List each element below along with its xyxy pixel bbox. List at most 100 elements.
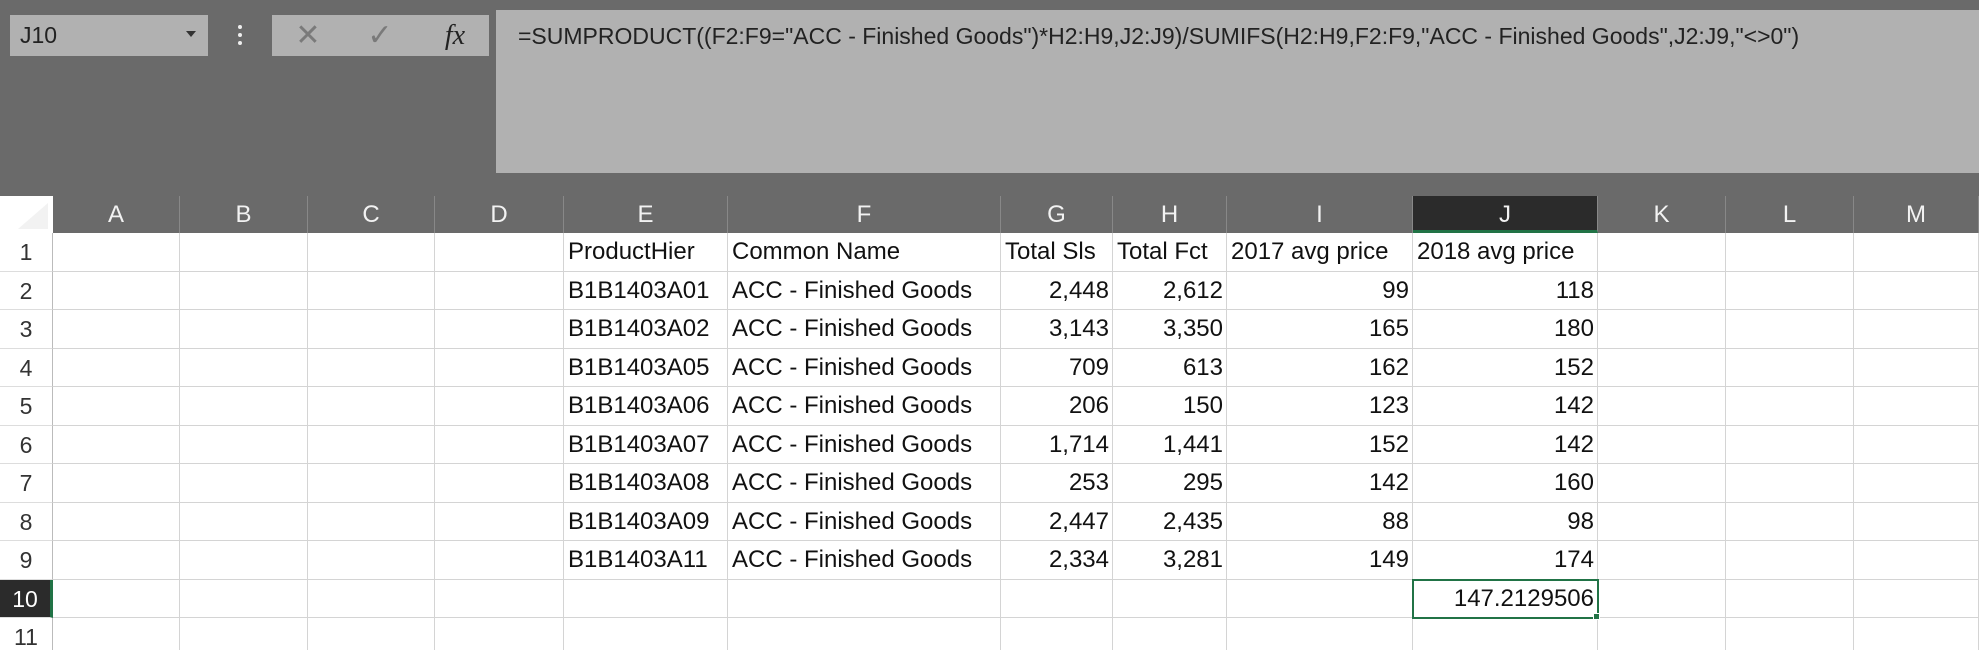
- cell[interactable]: [435, 271, 564, 310]
- cell[interactable]: [53, 541, 180, 580]
- cell-value[interactable]: 2,447: [1048, 507, 1109, 535]
- cell[interactable]: [1413, 233, 1598, 272]
- cell[interactable]: [1227, 425, 1413, 464]
- cell[interactable]: [1598, 579, 1726, 618]
- cell[interactable]: [1227, 502, 1413, 541]
- column-header[interactable]: H: [1113, 196, 1227, 233]
- cancel-button[interactable]: ✕: [295, 19, 321, 52]
- column-header[interactable]: A: [53, 196, 180, 233]
- cell[interactable]: [53, 348, 180, 387]
- cell[interactable]: [1001, 233, 1113, 272]
- cell-value[interactable]: 3,281: [1162, 546, 1223, 573]
- cell[interactable]: [435, 541, 564, 580]
- cell[interactable]: [308, 387, 435, 426]
- cell-value[interactable]: ACC - Finished Goods: [732, 430, 973, 458]
- cell-value[interactable]: 142: [1553, 392, 1594, 419]
- cell-value[interactable]: Total Sls: [1005, 238, 1096, 265]
- cell-value[interactable]: ACC - Finished Goods: [732, 353, 973, 381]
- formula-input[interactable]: =SUMPRODUCT((F2:F9="ACC - Finished Goods…: [496, 10, 1979, 173]
- cell[interactable]: [728, 464, 1001, 503]
- cell[interactable]: [1598, 271, 1726, 310]
- name-box[interactable]: J10: [10, 15, 208, 56]
- column-header[interactable]: L: [1726, 196, 1854, 233]
- cell-value[interactable]: 1,714: [1048, 430, 1109, 458]
- cell[interactable]: [1001, 310, 1113, 349]
- cell[interactable]: [1413, 271, 1598, 310]
- cell[interactable]: [308, 502, 435, 541]
- cell-value[interactable]: ACC - Finished Goods: [732, 276, 973, 304]
- cell[interactable]: [180, 387, 308, 426]
- cell[interactable]: [1726, 425, 1854, 464]
- cell[interactable]: [1598, 310, 1726, 349]
- cell[interactable]: [1227, 233, 1413, 272]
- row-header[interactable]: 11: [0, 618, 53, 650]
- cell[interactable]: [1227, 541, 1413, 580]
- cell[interactable]: [1598, 464, 1726, 503]
- cell[interactable]: [1001, 387, 1113, 426]
- cell[interactable]: [180, 464, 308, 503]
- column-header[interactable]: M: [1854, 196, 1979, 233]
- cell[interactable]: [308, 579, 435, 618]
- cell[interactable]: [435, 387, 564, 426]
- cell[interactable]: [564, 271, 728, 310]
- enter-button[interactable]: ✓: [367, 19, 393, 52]
- cell-value[interactable]: 147.2129506: [1453, 584, 1594, 612]
- cell[interactable]: [435, 579, 564, 618]
- cell[interactable]: [564, 579, 728, 618]
- cell[interactable]: [1413, 425, 1598, 464]
- cell[interactable]: [1227, 310, 1413, 349]
- cell[interactable]: [1598, 233, 1726, 272]
- cell-value[interactable]: 118: [1555, 276, 1594, 304]
- row-header[interactable]: 2: [0, 271, 53, 310]
- name-box-arrow[interactable]: [186, 31, 196, 37]
- cell-value[interactable]: 2,435: [1162, 507, 1223, 535]
- cell-value[interactable]: Common Name: [732, 238, 901, 265]
- column-header[interactable]: F: [728, 196, 1001, 233]
- cell[interactable]: [53, 233, 180, 272]
- insert-function-button[interactable]: fx: [444, 20, 466, 51]
- cell-value[interactable]: 123: [1368, 392, 1409, 419]
- cell[interactable]: [1598, 387, 1726, 426]
- cell[interactable]: [1227, 271, 1413, 310]
- cell[interactable]: [180, 348, 308, 387]
- cell-value[interactable]: ACC - Finished Goods: [732, 507, 973, 535]
- row-header[interactable]: 6: [0, 425, 53, 464]
- cell[interactable]: [1726, 464, 1854, 503]
- cell[interactable]: [1726, 387, 1854, 426]
- cell[interactable]: [435, 425, 564, 464]
- cell-value[interactable]: 152: [1368, 430, 1409, 458]
- cell[interactable]: [1001, 425, 1113, 464]
- cell[interactable]: [1227, 579, 1413, 618]
- cell-value[interactable]: 3,143: [1048, 315, 1109, 342]
- cell[interactable]: [1227, 387, 1413, 426]
- cell[interactable]: [1227, 464, 1413, 503]
- cell[interactable]: [1854, 464, 1979, 503]
- cell-value[interactable]: 613: [1182, 353, 1223, 381]
- cell[interactable]: [1854, 541, 1979, 580]
- cell[interactable]: [1113, 502, 1227, 541]
- cell[interactable]: [180, 271, 308, 310]
- cell-value[interactable]: 253: [1068, 469, 1109, 496]
- cell[interactable]: [1854, 387, 1979, 426]
- cell[interactable]: [728, 233, 1001, 272]
- cell-value[interactable]: B1B1403A07: [568, 430, 710, 458]
- cell[interactable]: [53, 387, 180, 426]
- cell[interactable]: [1854, 502, 1979, 541]
- row-header[interactable]: 5: [0, 387, 53, 426]
- cell[interactable]: [53, 271, 180, 310]
- cell[interactable]: [564, 387, 728, 426]
- cell-value[interactable]: 88: [1382, 507, 1409, 535]
- row-header[interactable]: 7: [0, 464, 53, 503]
- cell[interactable]: [1113, 310, 1227, 349]
- cell-value[interactable]: 206: [1068, 392, 1109, 419]
- cell[interactable]: [180, 425, 308, 464]
- cell[interactable]: [53, 464, 180, 503]
- cell[interactable]: [728, 348, 1001, 387]
- cell[interactable]: [1113, 579, 1227, 618]
- cell[interactable]: [1598, 502, 1726, 541]
- cell[interactable]: [308, 348, 435, 387]
- cell[interactable]: [1726, 618, 1854, 650]
- cell[interactable]: [1113, 233, 1227, 272]
- column-header[interactable]: B: [180, 196, 308, 233]
- cell-value[interactable]: 149: [1368, 546, 1409, 573]
